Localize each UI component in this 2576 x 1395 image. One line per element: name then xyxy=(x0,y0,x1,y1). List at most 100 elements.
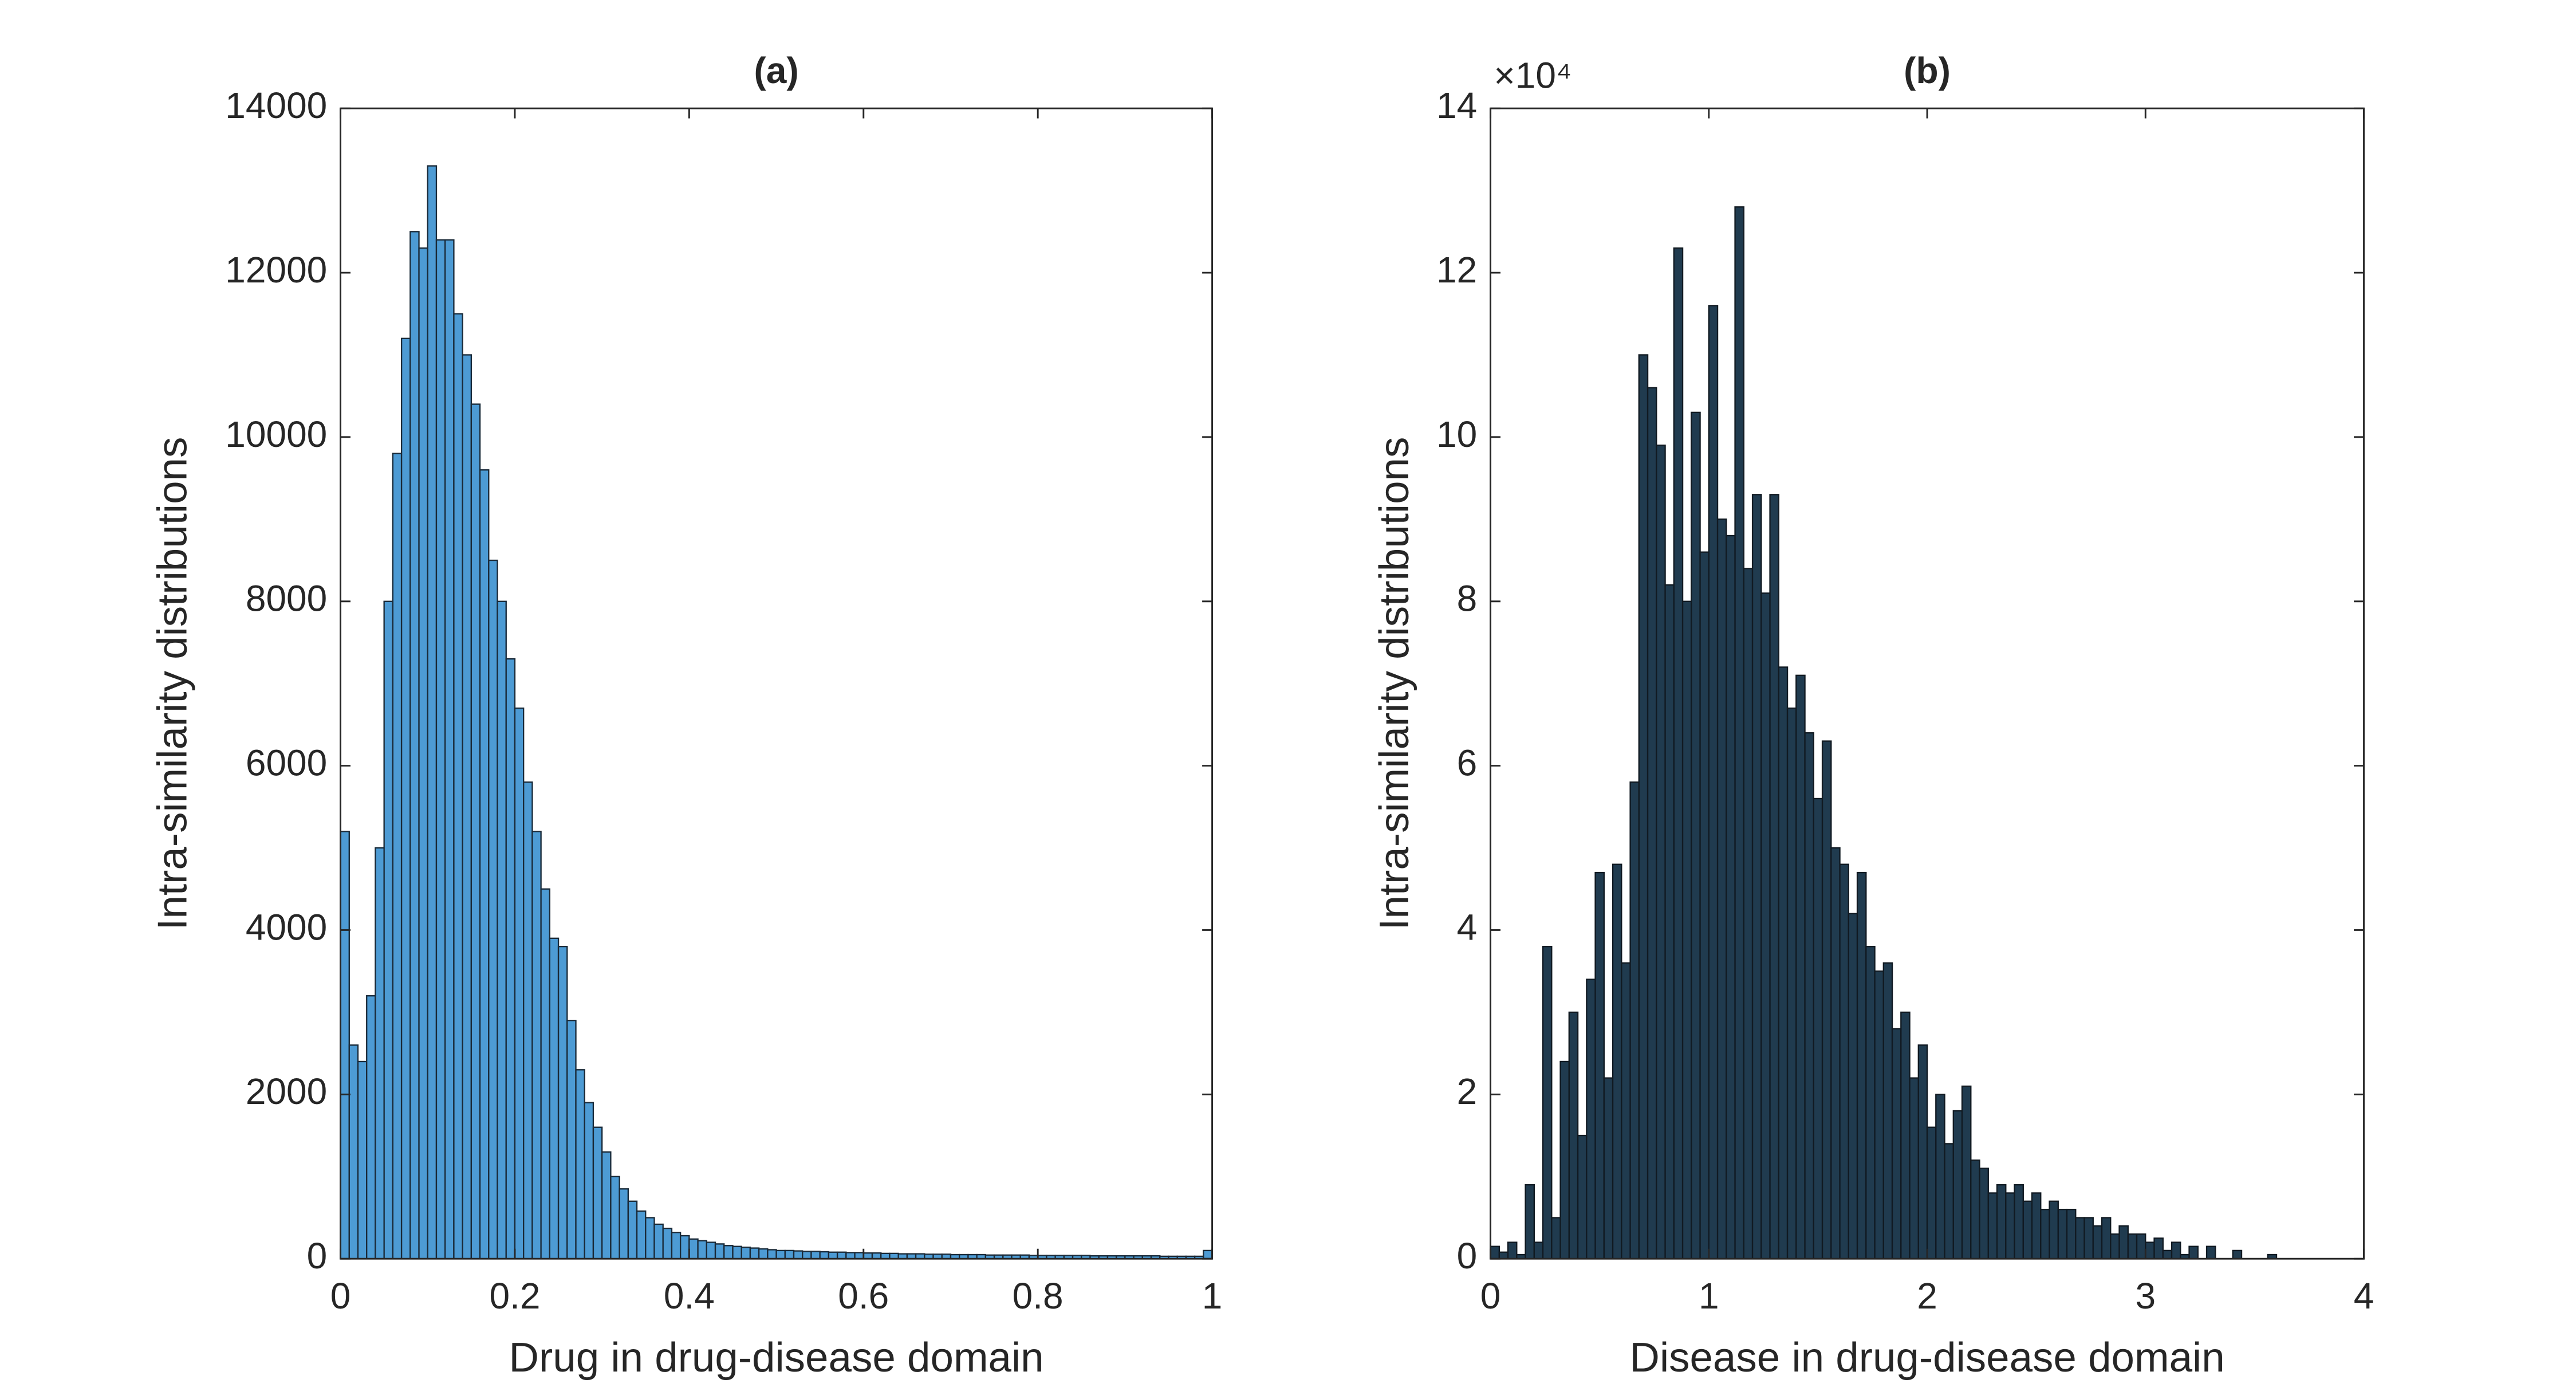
y-tick-label: 10 xyxy=(1436,414,1477,455)
bar xyxy=(383,600,394,1260)
y-tick-label: 4 xyxy=(1457,906,1478,948)
bar xyxy=(619,1188,629,1260)
bar xyxy=(1952,1110,1963,1260)
x-tick-label: 1 xyxy=(1202,1275,1223,1317)
bar xyxy=(2066,1208,2077,1260)
bar xyxy=(697,1240,707,1260)
y-tick-label: 0 xyxy=(1457,1235,1478,1276)
bar xyxy=(2188,1245,2199,1260)
bar xyxy=(1559,1060,1570,1260)
bar xyxy=(810,1251,821,1260)
bar xyxy=(470,403,481,1260)
bar xyxy=(828,1251,838,1260)
bar xyxy=(1786,708,1797,1260)
bar xyxy=(2022,1200,2033,1260)
y-tick-label: 14 xyxy=(1436,85,1477,126)
chart-title: (b) xyxy=(1904,50,1951,91)
bar xyxy=(584,1102,594,1260)
bar xyxy=(1691,411,1701,1260)
bar xyxy=(2171,1241,2181,1260)
bar xyxy=(540,888,551,1260)
bar xyxy=(706,1241,716,1260)
bar xyxy=(1638,354,1649,1260)
bar xyxy=(1734,206,1744,1260)
bar xyxy=(1979,1168,1989,1260)
bar xyxy=(1865,945,1876,1260)
bar xyxy=(871,1252,882,1260)
bar xyxy=(462,354,472,1260)
bar xyxy=(1821,740,1832,1260)
bar xyxy=(366,995,376,1260)
x-tick-label: 1 xyxy=(1699,1275,1719,1317)
bar xyxy=(653,1223,664,1260)
bar xyxy=(601,1151,612,1260)
bar xyxy=(1778,666,1789,1260)
bar xyxy=(409,231,420,1260)
bar xyxy=(627,1200,638,1260)
bar xyxy=(1830,847,1841,1260)
bar xyxy=(2232,1249,2243,1260)
bar xyxy=(636,1210,647,1260)
x-tick-label: 0.6 xyxy=(838,1275,889,1317)
bar xyxy=(1760,592,1771,1260)
bar xyxy=(1507,1241,1518,1260)
bar xyxy=(610,1176,620,1260)
bar xyxy=(1917,1044,1928,1260)
bar xyxy=(1673,247,1684,1260)
bar xyxy=(1716,518,1727,1260)
x-tick-label: 0.4 xyxy=(664,1275,715,1317)
bar xyxy=(418,247,428,1260)
bar xyxy=(1751,494,1762,1260)
bar xyxy=(1970,1159,1980,1260)
y-tick-label: 10000 xyxy=(225,414,327,455)
bar xyxy=(557,945,568,1260)
bar xyxy=(375,847,385,1260)
bar xyxy=(1533,1241,1544,1260)
bar xyxy=(392,453,403,1260)
bar xyxy=(479,469,490,1260)
bar xyxy=(1621,962,1631,1260)
bar xyxy=(749,1247,760,1260)
bar xyxy=(1629,781,1640,1260)
bar xyxy=(679,1235,690,1260)
bar xyxy=(1647,387,1657,1260)
bar xyxy=(2110,1233,2120,1260)
y-tick-label: 4000 xyxy=(246,906,327,948)
bar xyxy=(1603,1077,1614,1260)
bar xyxy=(453,313,463,1260)
x-tick-label: 0.2 xyxy=(489,1275,540,1317)
bar xyxy=(1848,913,1858,1260)
bar xyxy=(488,559,498,1260)
bar xyxy=(497,600,507,1260)
bar xyxy=(1498,1251,1509,1260)
bar xyxy=(1203,1249,1213,1260)
bar xyxy=(2040,1208,2050,1260)
y-tick-label: 2 xyxy=(1457,1071,1478,1112)
y-tick-label: 8000 xyxy=(246,578,327,619)
bar xyxy=(1699,551,1710,1260)
bar xyxy=(549,937,560,1260)
bar xyxy=(1856,871,1867,1260)
bar xyxy=(1769,494,1779,1260)
bar xyxy=(2205,1245,2216,1260)
bar xyxy=(793,1250,803,1260)
y-tick-label: 2000 xyxy=(246,1071,327,1112)
bar xyxy=(2136,1233,2146,1260)
bar xyxy=(435,239,446,1260)
bar xyxy=(357,1060,368,1260)
bar xyxy=(2057,1208,2068,1260)
bar xyxy=(1551,1217,1561,1260)
chart-title: (a) xyxy=(754,50,798,91)
bar xyxy=(1839,863,1849,1260)
x-tick-label: 0 xyxy=(1480,1275,1501,1317)
bar xyxy=(2049,1200,2059,1260)
x-tick-label: 3 xyxy=(2135,1275,2156,1317)
y-axis-label: Intra-similarity distributions xyxy=(149,437,196,930)
bar xyxy=(2031,1192,2042,1260)
y-tick-label: 8 xyxy=(1457,578,1478,619)
bar xyxy=(862,1252,873,1260)
bar xyxy=(645,1217,655,1260)
bar xyxy=(2118,1225,2129,1260)
bar xyxy=(1568,1011,1579,1260)
